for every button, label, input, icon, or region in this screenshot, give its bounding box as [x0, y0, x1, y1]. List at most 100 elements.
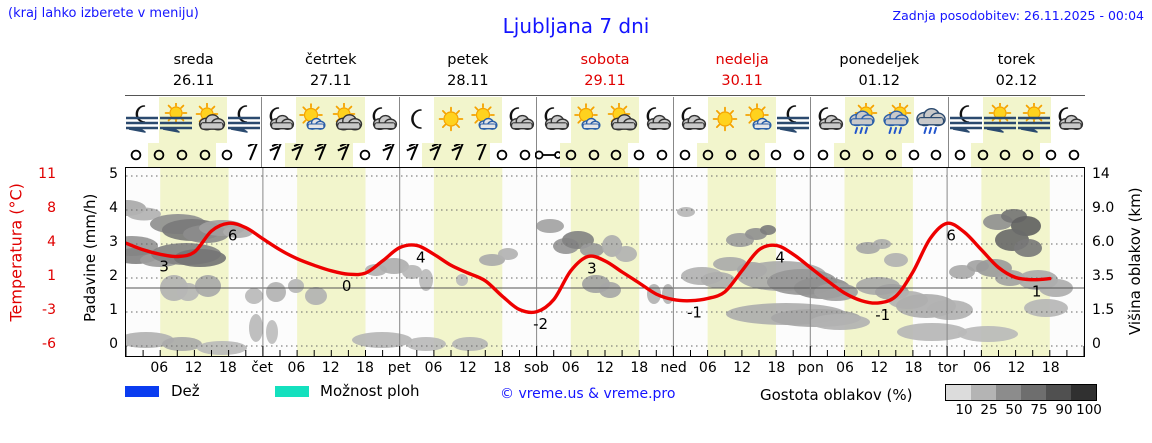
moon-cloud-icon — [544, 107, 570, 131]
wind-barb-calm — [885, 149, 897, 161]
wind-barb-band — [125, 143, 1085, 167]
icon-day-4 — [674, 97, 812, 143]
x-label-26: 18 — [1041, 360, 1060, 376]
wind-barb-calm — [565, 149, 577, 161]
day-header-4: nedelja 30.11 — [674, 50, 811, 95]
wind-slot-22 — [628, 143, 651, 167]
wind-slot-12 — [400, 143, 423, 167]
x-axis-labels: 06 12 18 čet 06 12 18 pet 06 12 18 sob 06 12 18 ned 06 12… — [125, 360, 1085, 378]
wind-day-0 — [125, 143, 263, 167]
precip-tick-3: 2 — [109, 268, 118, 284]
sun-cloud-small-icon — [574, 103, 601, 130]
day-name: sreda — [173, 52, 214, 68]
sun-cloud-small-icon — [745, 103, 772, 130]
sun-cloud-icon — [195, 103, 226, 131]
moon-icon — [410, 109, 422, 129]
density-swatch-0 — [946, 385, 971, 400]
wind-day-1 — [262, 143, 400, 167]
wind-barb-calm — [771, 149, 782, 161]
wind-slot-6 — [262, 143, 285, 167]
day-header-0: sreda 26.11 — [125, 50, 262, 95]
wind-barb-calm — [931, 149, 942, 161]
wind-barb-calm — [1022, 149, 1034, 161]
svg-text:3: 3 — [587, 260, 597, 278]
day-header-divider — [125, 95, 1085, 96]
wind-slot-32 — [856, 143, 880, 167]
wind-slot-36 — [949, 143, 972, 167]
svg-text:4: 4 — [416, 248, 426, 266]
wind-slot-41 — [1062, 143, 1085, 167]
svg-text:-2: -2 — [533, 315, 548, 333]
wind-slot-37 — [971, 143, 995, 167]
sun-cloud-drizzle-icon — [848, 103, 877, 134]
wind-slot-11 — [376, 143, 399, 167]
wind-barb-calm — [1045, 149, 1057, 161]
x-label-24: 06 — [973, 360, 992, 376]
wind-barb-barb-3 — [314, 144, 327, 161]
weather-icon-band — [125, 97, 1085, 143]
wind-slot-5 — [239, 143, 262, 167]
x-label-6: 18 — [356, 360, 374, 376]
wind-slot-9 — [330, 143, 354, 167]
weather-slot-25 — [982, 97, 1017, 143]
x-label-0: 06 — [150, 360, 169, 376]
moon-cloud-icon — [509, 107, 534, 131]
x-label-12: 06 — [561, 360, 580, 376]
icon-day-0 — [125, 97, 263, 143]
moon-cloud-icon — [1058, 107, 1084, 131]
page-title: Ljubljana 7 dni — [502, 14, 650, 38]
weather-slot-1 — [159, 97, 194, 143]
density-tick-5: 100 — [1076, 402, 1102, 418]
day-header-1: četrtek 27.11 — [262, 50, 399, 95]
day-date: 29.11 — [584, 73, 626, 89]
sun-cloud-icon — [607, 103, 638, 131]
wind-barb-calm — [496, 149, 508, 161]
precip-tick-0: 5 — [109, 166, 118, 182]
x-label-19: pon — [797, 360, 824, 376]
moon-fog-icon — [949, 105, 982, 133]
weather-slot-24 — [949, 97, 983, 143]
day-header-band: sreda 26.11 četrtek 27.11 petek 28.11 sobota 29… — [125, 50, 1085, 95]
shower-legend-swatch — [275, 386, 309, 397]
wind-day-4 — [674, 143, 812, 167]
weather-slot-0 — [125, 97, 159, 143]
wind-barb-barb-2 — [476, 144, 487, 161]
wind-barb-barb-3 — [337, 144, 350, 161]
wind-slot-34 — [902, 143, 925, 167]
weather-slot-27 — [1051, 97, 1085, 143]
wind-barb-calm — [840, 149, 851, 161]
rain-legend-label: Dež — [171, 382, 200, 400]
weather-slot-11 — [502, 97, 536, 143]
wind-slot-10 — [353, 143, 376, 167]
density-tick-4: 90 — [1055, 402, 1073, 418]
wind-slot-8 — [307, 143, 331, 167]
sun-icon — [438, 106, 463, 132]
wind-barb-barb-3 — [291, 144, 304, 161]
wind-barb-barb-4 — [382, 144, 395, 161]
sun-fog-icon — [983, 103, 1016, 133]
weather-slot-9 — [433, 97, 468, 143]
wind-slot-14 — [445, 143, 468, 167]
x-label-25: 12 — [1007, 360, 1026, 376]
precip-tick-2: 3 — [109, 234, 118, 250]
density-swatch-2 — [996, 385, 1021, 400]
cloudheight-tick-2: 6.0 — [1092, 234, 1115, 250]
wind-barb-calm — [954, 149, 966, 161]
wind-slot-18 — [535, 143, 562, 167]
x-label-9: 12 — [458, 360, 477, 376]
shower-legend-label: Možnost ploh — [320, 382, 420, 400]
cloud-density-legend-label: Gostota oblakov (%) — [760, 386, 913, 404]
svg-text:-1: -1 — [875, 306, 890, 324]
temperature-axis-title: Temperatura (°C) — [2, 167, 30, 357]
moon-cloud-icon — [372, 107, 397, 131]
wind-day-2 — [400, 143, 537, 167]
wind-slot-27 — [742, 143, 765, 167]
wind-barb-calm — [199, 149, 210, 161]
weather-slot-20 — [811, 97, 845, 143]
x-label-14: 18 — [630, 360, 649, 376]
density-swatch-4 — [1046, 385, 1071, 400]
x-label-18: 18 — [767, 360, 786, 376]
wind-barb-calm — [176, 149, 188, 161]
day-header-5: ponedeljek 01.12 — [811, 50, 948, 95]
